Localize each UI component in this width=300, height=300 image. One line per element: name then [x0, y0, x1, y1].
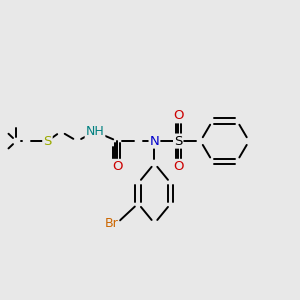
Text: S: S	[174, 135, 182, 148]
Text: O: O	[173, 109, 184, 122]
Text: N: N	[150, 135, 159, 148]
Text: Br: Br	[104, 217, 118, 230]
Text: O: O	[173, 160, 184, 173]
Text: O: O	[112, 160, 123, 173]
Text: NH: NH	[85, 125, 104, 138]
Text: S: S	[43, 135, 52, 148]
